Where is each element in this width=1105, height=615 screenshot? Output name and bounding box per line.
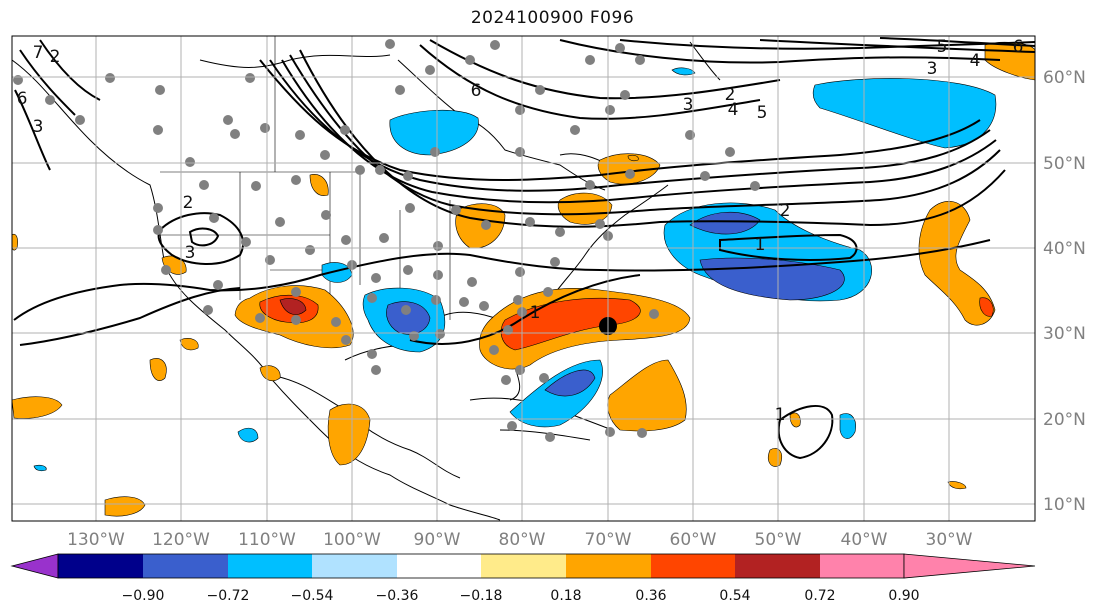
colorbar-tick: 0.54	[719, 588, 750, 604]
contour-label: 4	[728, 100, 739, 120]
station-dots	[13, 39, 760, 442]
coastlines	[12, 41, 721, 521]
colorbar-tick: 0.72	[804, 588, 835, 604]
lon-label: 70°W	[585, 530, 632, 550]
lon-label: 100°W	[323, 530, 381, 550]
latitude-labels: 60°N 50°N 40°N 30°N 20°N 10°N	[1043, 68, 1086, 515]
contour-label: 2	[725, 85, 736, 105]
colorbar-bin	[228, 554, 312, 578]
colorbar-bin	[143, 554, 228, 578]
colorbar-bin	[58, 554, 143, 578]
colorbar-extend-high	[903, 553, 1036, 579]
lon-label: 30°W	[926, 530, 973, 550]
lat-label: 20°N	[1043, 410, 1086, 430]
contour-label: 1	[775, 405, 786, 425]
contour-label: 3	[927, 59, 938, 79]
contour-lines	[13, 37, 1035, 460]
colorbar-tick: −0.18	[460, 588, 503, 604]
lon-label: 80°W	[499, 530, 546, 550]
contour-label: 3	[185, 243, 196, 263]
colorbar-tick: 0.36	[635, 588, 666, 604]
colorbar: −0.90 −0.72 −0.54 −0.36 −0.18 0.18 0.36 …	[10, 553, 1036, 604]
lon-label: 60°W	[670, 530, 717, 550]
contour-label: 2	[780, 201, 791, 221]
lat-label: 50°N	[1043, 154, 1086, 174]
map-title: 2024100900 F096	[470, 8, 635, 28]
contour-label: 4	[970, 51, 981, 71]
colorbar-bin	[820, 554, 904, 578]
contour-label: 1	[755, 235, 766, 255]
colorbar-tick: −0.72	[207, 588, 250, 604]
colorbar-tick: −0.54	[291, 588, 334, 604]
contour-label: 1	[530, 303, 541, 323]
contour-label: 3	[33, 117, 44, 137]
map-frame	[11, 35, 1036, 522]
lat-label: 10°N	[1043, 495, 1086, 515]
graticule	[12, 36, 1035, 521]
colorbar-bin	[566, 554, 651, 578]
lat-label: 30°N	[1043, 324, 1086, 344]
colorbar-bin	[735, 554, 820, 578]
lon-label: 110°W	[238, 530, 296, 550]
lon-label: 120°W	[152, 530, 210, 550]
lat-label: 40°N	[1043, 239, 1086, 259]
colorbar-tick: −0.90	[122, 588, 165, 604]
lon-label: 40°W	[841, 530, 888, 550]
lat-label: 60°N	[1043, 68, 1086, 88]
contour-value-labels: 5 4 6 3 2 4 5 3 6 2 7 3 6 2 3 1 1 1 2	[17, 37, 1024, 425]
contour-label: 6	[17, 89, 28, 109]
longitude-labels: 130°W 120°W 110°W 100°W 90°W 80°W 70°W 6…	[67, 530, 973, 550]
colorbar-tick: −0.36	[376, 588, 419, 604]
lon-label: 90°W	[414, 530, 461, 550]
contour-label: 5	[937, 37, 948, 57]
colorbar-bin	[312, 554, 397, 578]
colorbar-bin	[397, 554, 481, 578]
contour-label: 3	[683, 95, 694, 115]
contour-label: 2	[183, 193, 194, 213]
contour-label: 7	[33, 43, 44, 63]
colorbar-tick: 0.90	[888, 588, 919, 604]
colorbar-tick: 0.18	[550, 588, 581, 604]
colorbar-bin	[481, 554, 566, 578]
contour-label: 5	[757, 103, 768, 123]
lon-label: 50°W	[755, 530, 802, 550]
contour-label: 6	[471, 81, 482, 101]
contour-label: 6	[1013, 37, 1024, 57]
lon-label: 130°W	[67, 530, 125, 550]
colorbar-bin	[651, 554, 735, 578]
contour-label: 2	[50, 47, 61, 67]
colorbar-extend-low	[10, 553, 59, 579]
